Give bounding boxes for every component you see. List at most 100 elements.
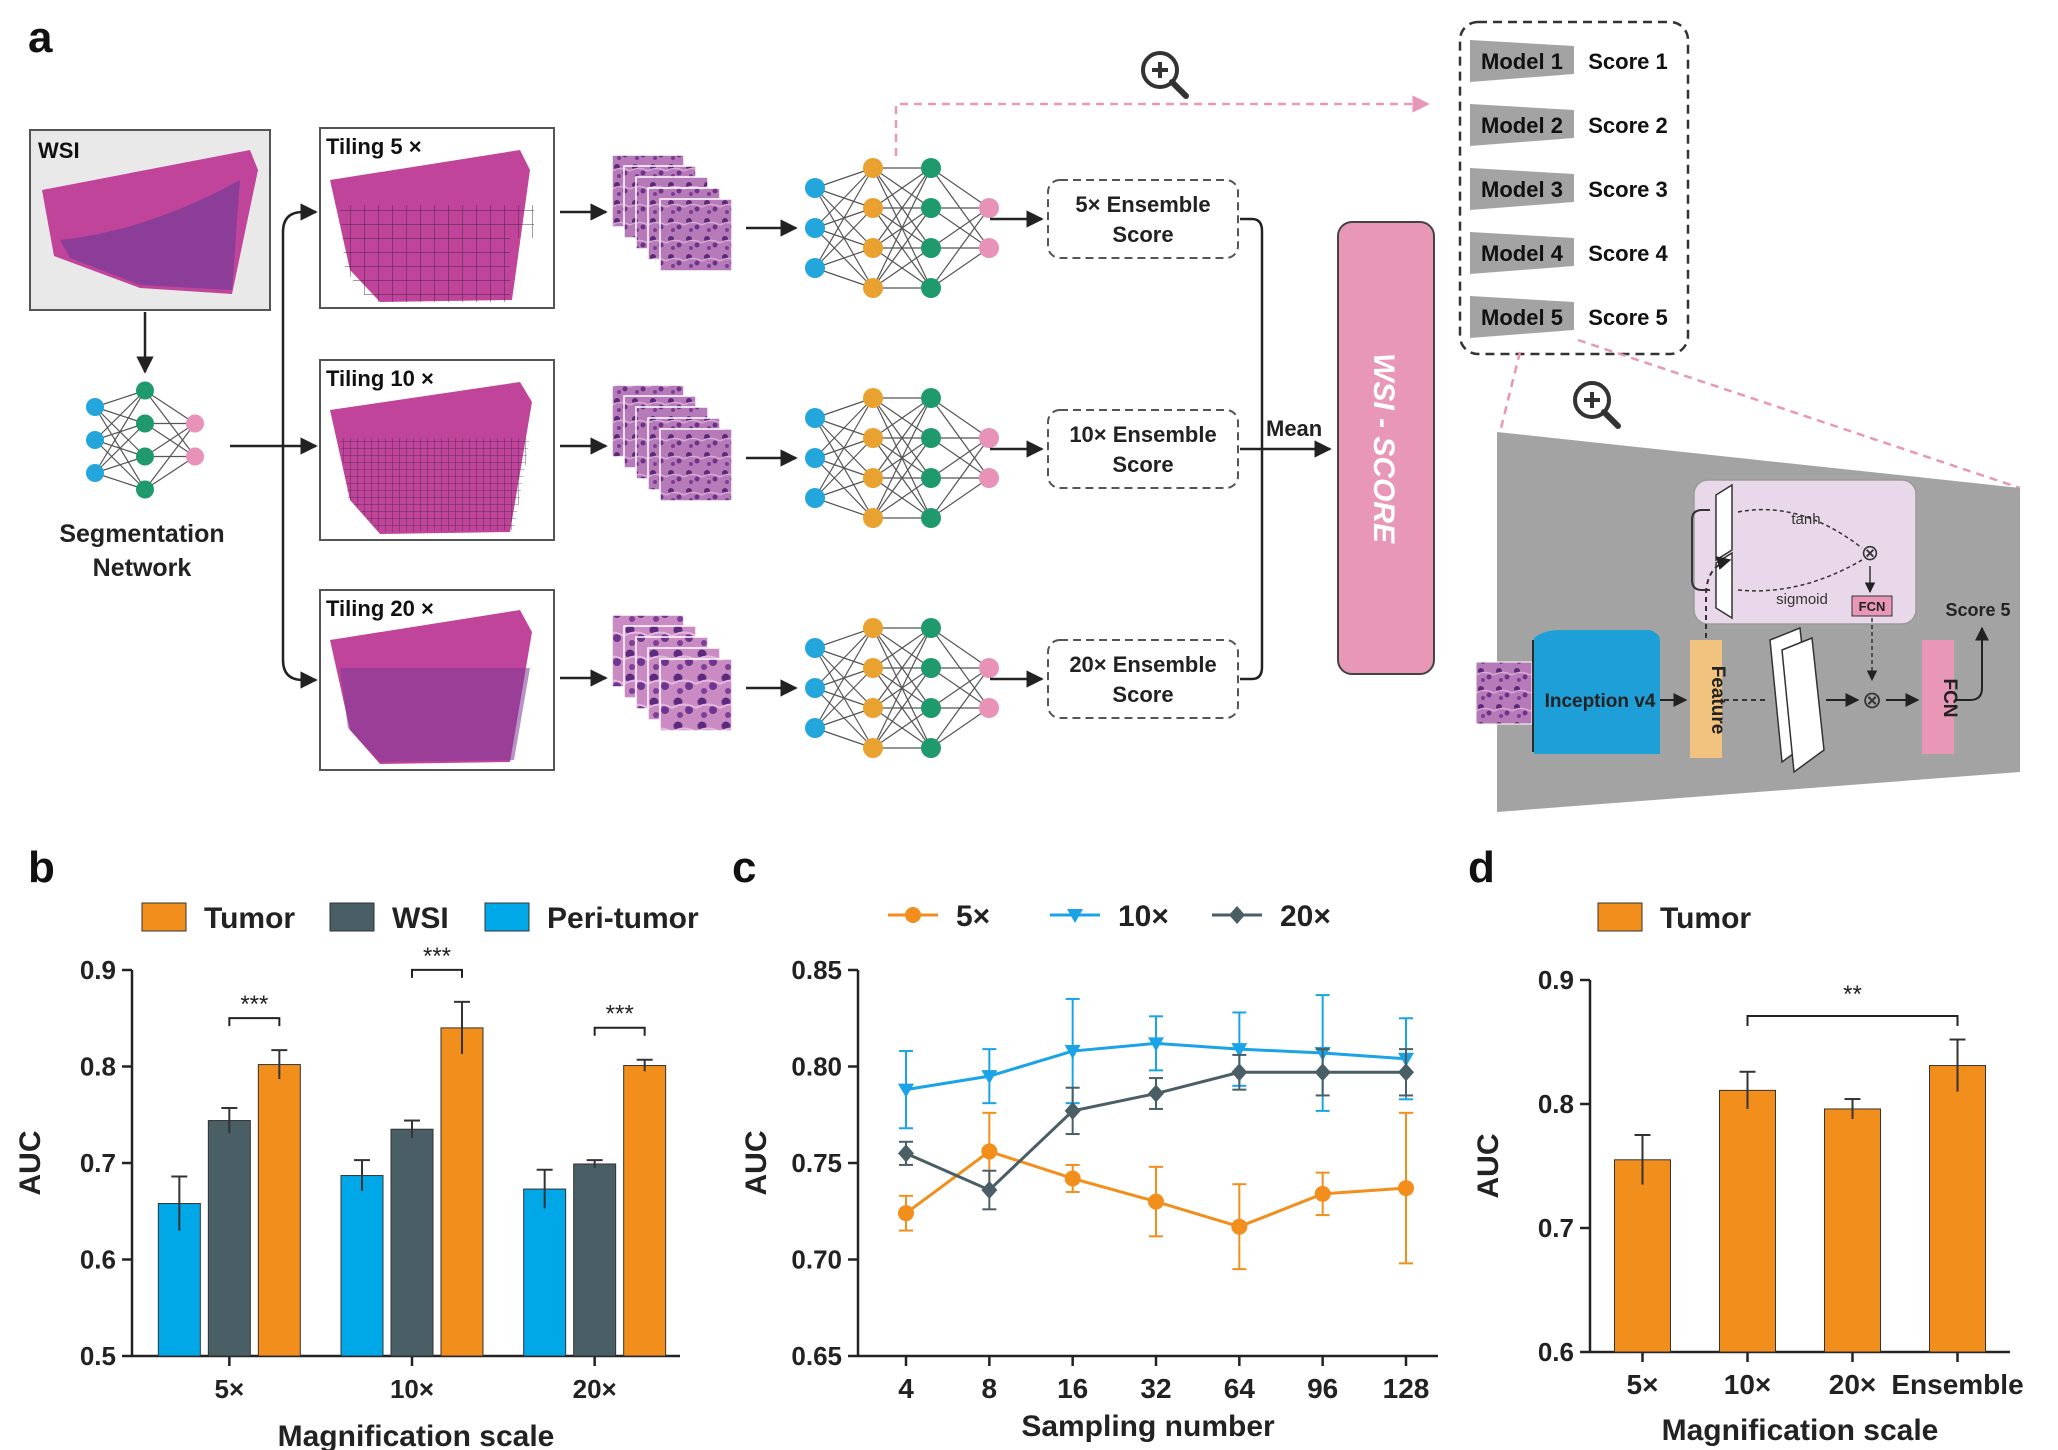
net-edge: [814, 437, 874, 499]
bar-peri-tumor: [340, 1175, 384, 1357]
net-node: [921, 388, 941, 408]
legend-label-10×: 10×: [1118, 900, 1169, 933]
tiling-box-20x: Tiling 20 ×: [319, 589, 555, 771]
net-edge: [814, 397, 874, 499]
bar-tumor: [1824, 1108, 1881, 1353]
model-row-5: Model 5 Score 5: [1470, 296, 1668, 338]
chart-c: 0.65 0.70 0.75 0.80 0.85 AUC 4 8 16 32 64 96 128 Samp…: [740, 900, 1438, 1443]
y-tick-label: 0.80: [791, 1052, 842, 1082]
net-edge: [814, 627, 874, 689]
legend-label-wsi: WSI: [392, 902, 449, 935]
model-score-label: Score 5: [1588, 305, 1668, 330]
model-shape: [1470, 168, 1574, 210]
net-edge: [930, 247, 990, 289]
model-row-4: Model 4 Score 4: [1470, 232, 1669, 274]
model-score-label: Score 3: [1588, 177, 1668, 202]
net-edge: [814, 247, 874, 269]
ensemble-score-box-5x: 5× Ensemble Score: [1047, 179, 1239, 259]
segmentation-network-diagram: [86, 381, 204, 499]
attention-multiply-symbol: ⊗: [1861, 540, 1879, 565]
net-edge: [872, 247, 932, 289]
fcn-label: FCN: [1939, 678, 1960, 717]
net-node: [86, 431, 104, 449]
bar-tumor: [1719, 1089, 1776, 1353]
flow-arrows: [560, 203, 1044, 697]
tiling-label-20x: Tiling 20 ×: [326, 596, 434, 621]
net-node: [863, 428, 883, 448]
fcn-box: [1922, 640, 1954, 754]
x-tick-label: 96: [1307, 1373, 1338, 1404]
net-edge: [814, 167, 874, 229]
net-node: [863, 158, 883, 178]
net-edge: [94, 390, 146, 441]
y-tick-label: 0.7: [80, 1148, 116, 1178]
net-edge: [814, 267, 874, 289]
net-edge: [872, 207, 932, 289]
net-edge: [872, 397, 932, 439]
legend-marker: [1067, 909, 1083, 923]
bar-tumor: [1614, 1159, 1671, 1353]
significance-bracket: [228, 1017, 281, 1027]
fusion-multiply-symbol: ⊗: [1862, 687, 1882, 714]
net-node: [863, 618, 883, 638]
data-point: [898, 1144, 914, 1163]
x-tick-label: 64: [1224, 1373, 1256, 1404]
y-tick-label: 0.6: [80, 1245, 116, 1275]
net-edge: [94, 390, 146, 474]
x-tick-label: 10×: [390, 1374, 434, 1404]
net-edge: [930, 477, 990, 519]
net-edge: [814, 727, 874, 749]
bar-wsi: [207, 1120, 251, 1357]
net-edge: [814, 707, 874, 729]
net-edge: [930, 207, 990, 289]
net-node: [186, 447, 204, 466]
data-point: [981, 1181, 998, 1200]
model-label: Model 5: [1481, 305, 1563, 330]
net-edge: [930, 207, 990, 249]
legend-label-20×: 20×: [1280, 900, 1331, 933]
net-node: [979, 238, 999, 258]
data-point: [1064, 1045, 1081, 1060]
data-point: [1064, 1101, 1081, 1120]
ensemble-score-20x-line1: 20× Ensemble: [1069, 652, 1216, 677]
significance-label: ***: [423, 943, 451, 970]
bar-peri-tumor: [523, 1188, 567, 1357]
model-score-label: Score 1: [1588, 49, 1668, 74]
y-tick-label: 0.75: [791, 1148, 842, 1178]
significance-label: ***: [240, 991, 268, 1018]
data-point: [1231, 1043, 1248, 1058]
significance-label: ***: [606, 1001, 634, 1028]
net-node: [863, 468, 883, 488]
net-edge: [872, 667, 932, 749]
patch-stack-3: [611, 614, 733, 732]
ensemble-score-20x-line2: Score: [1112, 682, 1173, 707]
chart-b: 0.5 0.6 0.7 0.8 0.9 AUC 5× *** 10× *** 20× *** Magni…: [14, 902, 699, 1450]
net-edge: [144, 389, 196, 425]
net-node: [921, 428, 941, 448]
net-edge: [814, 627, 874, 729]
legend-marker: [1229, 906, 1245, 924]
data-point: [981, 1070, 998, 1085]
net-edge: [872, 167, 932, 289]
net-edge: [872, 707, 932, 749]
data-point: [1231, 1218, 1248, 1235]
net-node: [979, 198, 999, 218]
ensemble-score-5x-line2: Score: [1112, 222, 1173, 247]
y-axis-label: AUC: [1472, 1134, 1505, 1199]
net-edge: [930, 397, 990, 439]
ensemble-score-box-20x: 20× Ensemble Score: [1047, 639, 1239, 719]
net-edge: [872, 437, 932, 519]
y-tick-label: 0.6: [1538, 1337, 1574, 1367]
x-tick-label: 32: [1140, 1373, 1171, 1404]
y-tick-label: 0.9: [80, 955, 116, 985]
net-edge: [872, 167, 932, 209]
net-edge: [814, 167, 874, 189]
zoom-edge-left: [1498, 351, 1522, 433]
x-axis-label: Sampling number: [1021, 1410, 1275, 1443]
net-edge: [814, 627, 874, 649]
net-node: [979, 698, 999, 718]
net-node: [921, 738, 941, 758]
net-node: [979, 428, 999, 448]
ensemble-score-5x-line1: 5× Ensemble: [1075, 192, 1210, 217]
model-row-3: Model 3 Score 3: [1470, 168, 1668, 210]
